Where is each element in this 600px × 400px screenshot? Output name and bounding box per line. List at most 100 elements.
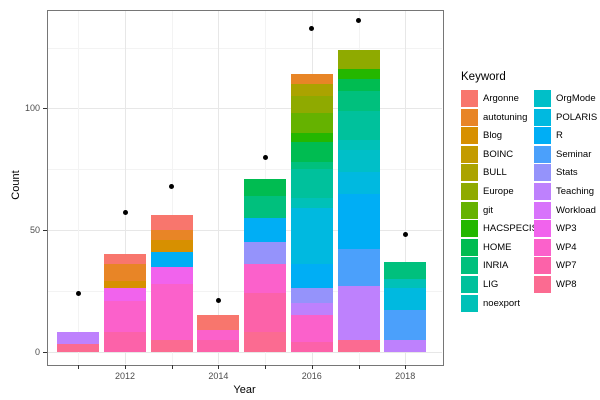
y-axis-tick xyxy=(43,351,47,353)
bar-segment-2018-POLARIS xyxy=(384,288,427,311)
bar-segment-2016-LIG xyxy=(290,169,333,199)
bar-segment-2017-Seminar xyxy=(337,249,380,286)
legend-swatch-Workload xyxy=(534,201,551,219)
bar-segment-2015-INRIA xyxy=(244,195,287,218)
bar-segment-2015-HOME xyxy=(244,178,287,196)
legend-label-Teaching: Teaching xyxy=(556,186,595,197)
bar-segment-2018-Seminar xyxy=(384,310,427,340)
bar-segment-2012-WP3 xyxy=(104,288,146,301)
legend-label-HOME: HOME xyxy=(483,241,512,253)
bar-segment-2016-WP4 xyxy=(290,315,333,342)
bar-segment-2016-HOME xyxy=(290,142,333,162)
bar-segment-2016-WP7 xyxy=(290,341,333,352)
legend-swatch-noexport xyxy=(461,294,478,312)
bar-segment-2015-WP4 xyxy=(244,264,287,294)
bar-segment-2017-Teaching xyxy=(337,285,380,340)
x-tick-label: 2016 xyxy=(301,371,322,381)
bar-segment-2014-WP7 xyxy=(197,339,240,352)
x-axis-tick xyxy=(311,365,313,369)
gridline-x-major xyxy=(405,11,407,364)
bar-segment-2016-HACSPECIS xyxy=(290,132,333,143)
bar-segment-2018-Teaching xyxy=(384,339,427,352)
bar-segment-2016-POLARIS xyxy=(290,208,333,265)
bar-segment-2015-WP8 xyxy=(244,332,287,352)
legend-swatch-HOME xyxy=(461,238,478,256)
bar-segment-2013-Argonne xyxy=(150,215,193,231)
legend-swatch-Seminar xyxy=(534,145,551,163)
bar-segment-2016-BULL xyxy=(290,84,333,97)
legend-swatch-HACSPECIS xyxy=(461,220,478,238)
bar-segment-2015-Stats xyxy=(244,242,287,265)
legend-swatch-Europe xyxy=(461,183,478,200)
legend-label-BOINC: BOINC xyxy=(483,148,514,160)
legend-label-HACSPECIS: HACSPECIS xyxy=(483,223,538,235)
x-axis-tick xyxy=(171,365,173,369)
bar-segment-2018-noexport xyxy=(384,278,427,289)
bar-segment-2016-INRIA xyxy=(290,161,333,170)
gridline-y-major xyxy=(48,108,442,110)
x-axis-title: Year xyxy=(233,384,256,396)
bar-segment-2016-noexport xyxy=(290,198,333,209)
legend-label-BULL: BULL xyxy=(483,167,507,179)
bar-segment-2017-OrgMode xyxy=(337,149,380,172)
gridline-x-major xyxy=(218,11,220,364)
legend-label-WP4: WP4 xyxy=(556,241,577,253)
legend-label-Workload: Workload xyxy=(556,204,596,216)
y-axis-tick xyxy=(43,230,47,232)
bar-segment-2012-Blog xyxy=(104,281,146,289)
legend-swatch-Argonne xyxy=(461,90,478,107)
legend-label-Europe: Europe xyxy=(483,186,514,197)
bar-segment-2014-WP4 xyxy=(197,329,240,340)
legend-swatch-Blog xyxy=(461,127,478,145)
bar-segment-2017-LIG xyxy=(337,110,380,140)
legend-swatch-OrgMode xyxy=(534,90,551,107)
legend-label-POLARIS: POLARIS xyxy=(556,111,598,123)
bar-segment-2013-WP3 xyxy=(150,266,193,284)
legend-swatch-Stats xyxy=(534,164,551,182)
bar-segment-2017-noexport xyxy=(337,139,380,150)
bar-segment-2012-WP7 xyxy=(104,332,146,352)
legend-label-autotuning: autotuning xyxy=(483,111,528,123)
x-axis-tick xyxy=(405,365,407,369)
bar-segment-2017-POLARIS xyxy=(337,171,380,194)
legend-label-Blog: Blog xyxy=(483,130,503,142)
bar-segment-2013-autotuning xyxy=(150,230,193,240)
x-axis-tick xyxy=(125,365,126,369)
x-axis-tick xyxy=(218,365,220,369)
x-tick-label: 2018 xyxy=(395,371,416,381)
x-axis-tick xyxy=(358,365,360,369)
bar-segment-2016-autotuning xyxy=(290,74,333,84)
legend-label-LIG: LIG xyxy=(483,279,499,290)
legend-swatch-POLARIS xyxy=(534,108,551,126)
data-point-2012 xyxy=(122,210,128,216)
x-axis-tick xyxy=(265,365,267,369)
legend-label-Stats: Stats xyxy=(556,167,578,179)
legend-label-WP3: WP3 xyxy=(556,223,577,235)
legend-swatch-autotuning xyxy=(461,108,478,126)
bar-segment-2017-WP8 xyxy=(337,339,380,352)
bar-segment-2016-Europe xyxy=(290,96,333,114)
legend-swatch-WP7 xyxy=(534,257,551,275)
bar-segment-2017-R xyxy=(337,193,380,250)
bar-segment-2013-Blog xyxy=(150,239,193,252)
gridline-y-minor xyxy=(48,169,442,171)
legend-swatch-git xyxy=(461,201,478,219)
legend-swatch-WP8 xyxy=(534,276,551,293)
gridline-x-minor xyxy=(78,11,80,364)
gridline-x-major xyxy=(125,11,126,364)
legend-label-OrgMode: OrgMode xyxy=(556,93,596,104)
data-point-2016 xyxy=(309,25,315,31)
bar-segment-2016-R xyxy=(290,264,333,289)
bar-segment-2013-WP4 xyxy=(150,283,193,340)
legend-swatch-R xyxy=(534,127,551,145)
bar-segment-2012-WP4 xyxy=(104,300,146,333)
bar-segment-2012-autotuning xyxy=(104,264,146,282)
y-axis-tick xyxy=(43,108,47,110)
data-point-2015 xyxy=(262,154,268,160)
legend-swatch-WP4 xyxy=(534,238,551,256)
bar-segment-2013-WP8 xyxy=(150,339,193,352)
legend-swatch-Teaching xyxy=(534,183,551,200)
bar-segment-2017-HOME xyxy=(337,79,380,92)
legend-swatch-INRIA xyxy=(461,257,478,275)
